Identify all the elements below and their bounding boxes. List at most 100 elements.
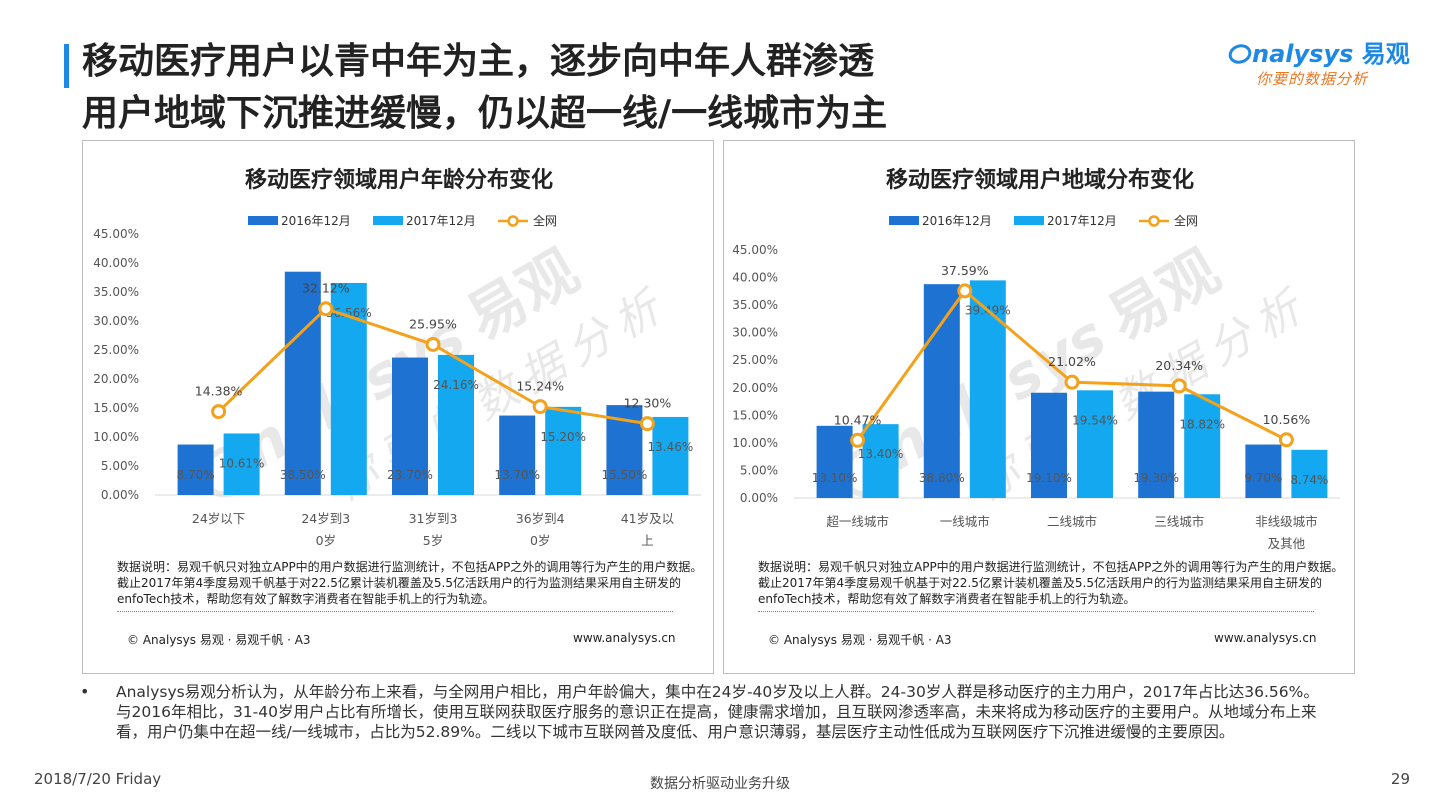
legend-label: 2016年12月	[922, 214, 992, 228]
bar	[438, 354, 474, 495]
x-tick-label: 5岁	[423, 533, 443, 548]
data-note: 数据说明：易观千帆只对独立APP中的用户数据进行监测统计，不包括APP之外的调用…	[117, 560, 703, 606]
line-value-label: 32.12%	[302, 281, 350, 296]
y-tick-label: 15.00%	[732, 408, 778, 422]
y-tick-label: 0.00%	[740, 491, 778, 505]
bar	[816, 425, 853, 498]
bar-value-label: 23.70%	[387, 468, 433, 482]
y-tick-label: 45.00%	[732, 243, 778, 257]
y-tick-label: 45.00%	[93, 227, 139, 241]
bar	[1245, 444, 1282, 498]
source-url: www.analysys.cn	[573, 631, 676, 645]
x-tick-label: 一线城市	[940, 514, 990, 529]
x-tick-label: 0岁	[530, 533, 550, 548]
bar-value-label: 18.82%	[1179, 417, 1225, 431]
bar	[969, 280, 1006, 498]
dotted-divider	[758, 611, 1314, 612]
dotted-divider	[117, 611, 673, 612]
bar	[392, 357, 428, 495]
bar-value-label: 38.50%	[280, 468, 326, 482]
bar-value-label: 24.16%	[433, 378, 479, 392]
y-tick-label: 0.00%	[101, 488, 139, 502]
bar	[223, 433, 260, 495]
x-tick-label: 上	[641, 533, 654, 548]
legend-label: 全网	[533, 213, 557, 228]
bar	[1138, 391, 1175, 498]
bar	[284, 271, 321, 495]
bar	[652, 416, 689, 495]
legend-label: 2017年12月	[406, 214, 476, 228]
bar-value-label: 15.20%	[540, 430, 586, 444]
legend-marker	[507, 215, 519, 227]
logo-swoosh-icon	[1228, 44, 1252, 64]
legend-swatch	[1014, 216, 1044, 225]
bar	[545, 406, 582, 495]
footer-slogan: 数据分析驱动业务升级	[650, 776, 790, 792]
region-distribution-chart: nalysys易观你要的数据分析移动医疗领域用户地域分布变化2016年12月20…	[732, 167, 1340, 551]
bullet-symbol: •	[80, 682, 90, 701]
line-point	[211, 404, 227, 420]
chart-title: 移动医疗领域用户年龄分布变化	[245, 167, 553, 193]
source-url: www.analysys.cn	[1214, 631, 1317, 645]
bar-value-label: 19.54%	[1072, 413, 1118, 427]
x-tick-label: 41岁及以	[621, 511, 675, 526]
y-tick-label: 30.00%	[93, 314, 139, 328]
line-value-label: 10.56%	[1263, 412, 1311, 427]
legend-label: 2016年12月	[281, 214, 351, 228]
x-tick-label: 超一线城市	[826, 514, 889, 529]
line-point	[639, 416, 655, 432]
logo-main: nalysys 易观	[1228, 40, 1410, 68]
y-tick-label: 35.00%	[732, 298, 778, 312]
line-value-label: 21.02%	[1048, 354, 1096, 369]
page-number: 29	[1390, 770, 1410, 788]
logo-brand-en: nalysys	[1252, 40, 1354, 68]
line-point	[1064, 374, 1080, 390]
legend-marker	[1148, 215, 1160, 227]
y-tick-label: 10.00%	[93, 430, 139, 444]
x-tick-label: 24岁以下	[192, 511, 245, 526]
line-value-label: 20.34%	[1155, 358, 1203, 373]
bar-value-label: 19.10%	[1026, 471, 1072, 485]
legend-swatch	[248, 216, 278, 225]
x-tick-label: 0岁	[316, 533, 336, 548]
bar	[499, 415, 536, 495]
y-tick-label: 40.00%	[732, 271, 778, 285]
data-note: 数据说明：易观千帆只对独立APP中的用户数据进行监测统计，不包括APP之外的调用…	[758, 560, 1344, 606]
bar	[330, 282, 367, 495]
y-tick-label: 25.00%	[93, 343, 139, 357]
y-tick-label: 5.00%	[101, 459, 139, 473]
line-point	[318, 301, 334, 317]
line-value-label: 12.30%	[624, 396, 672, 411]
bar-value-label: 8.70%	[177, 468, 215, 482]
y-tick-label: 25.00%	[732, 353, 778, 367]
legend-swatch	[373, 216, 403, 225]
bar-value-label: 19.30%	[1133, 471, 1179, 485]
line-point	[1171, 378, 1187, 394]
bar	[923, 284, 960, 498]
bar-value-label: 13.70%	[494, 468, 540, 482]
line-point	[532, 399, 548, 415]
logo-slogan: 你要的数据分析	[1256, 70, 1369, 88]
bar-value-label: 13.46%	[648, 440, 694, 454]
x-tick-label: 31岁到3	[409, 511, 458, 526]
title-accent-bar	[64, 44, 69, 88]
y-tick-label: 35.00%	[93, 285, 139, 299]
bar	[1184, 394, 1221, 498]
line-point	[425, 336, 441, 352]
bar-value-label: 15.50%	[602, 468, 648, 482]
y-tick-label: 15.00%	[93, 401, 139, 415]
bar	[177, 444, 214, 495]
page-title-line-2: 用户地域下沉推进缓慢，仍以超一线/一线城市为主	[82, 93, 888, 134]
x-tick-label: 二线城市	[1047, 514, 1097, 529]
line-value-label: 14.38%	[195, 384, 243, 399]
line-point	[1278, 432, 1294, 448]
bar-value-label: 8.74%	[1290, 473, 1328, 487]
bar	[1291, 449, 1328, 498]
bar-value-label: 36.56%	[326, 306, 372, 320]
y-tick-label: 30.00%	[732, 326, 778, 340]
copyright-text: © Analysys 易观 · 易观千帆 · A3	[127, 633, 311, 647]
y-tick-label: 20.00%	[732, 381, 778, 395]
